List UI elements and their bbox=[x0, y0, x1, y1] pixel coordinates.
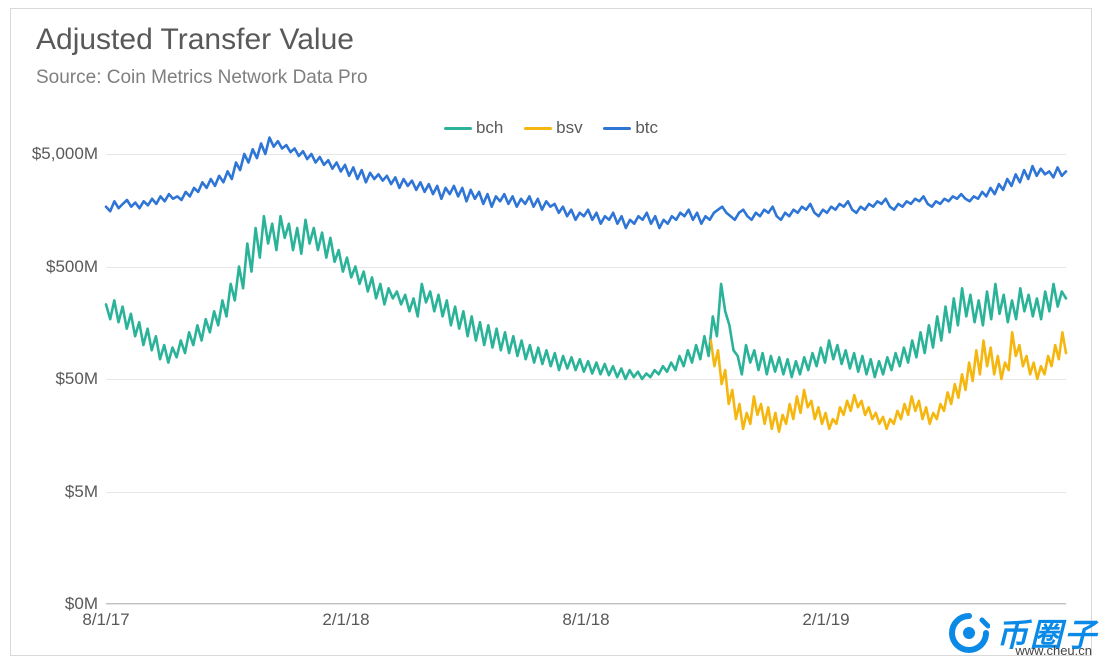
x-tick-label: 2/1/18 bbox=[322, 610, 369, 630]
gridline bbox=[106, 604, 1066, 605]
legend-swatch-bch bbox=[444, 127, 472, 131]
legend-label-bsv: bsv bbox=[556, 118, 582, 138]
series-bsv bbox=[711, 332, 1066, 431]
x-tick-label: 8/1/18 bbox=[562, 610, 609, 630]
x-tick-label: 2/1/19 bbox=[802, 610, 849, 630]
legend-label-bch: bch bbox=[476, 118, 503, 138]
chart-card: Adjusted Transfer Value Source: Coin Met… bbox=[10, 8, 1092, 656]
x-tick-label: 8/1/17 bbox=[82, 610, 129, 630]
chart-title: Adjusted Transfer Value bbox=[36, 23, 354, 57]
legend-item-btc: btc bbox=[603, 118, 658, 138]
plot-area: $0M$5M$50M$500M$5,000M 8/1/172/1/188/1/1… bbox=[106, 154, 1066, 604]
y-tick-label: $5,000M bbox=[0, 144, 98, 164]
legend-item-bch: bch bbox=[444, 118, 503, 138]
chart-subtitle: Source: Coin Metrics Network Data Pro bbox=[36, 67, 368, 89]
legend-swatch-bsv bbox=[524, 127, 552, 131]
series-bch bbox=[106, 216, 1066, 379]
legend-label-btc: btc bbox=[635, 118, 658, 138]
y-tick-label: $5M bbox=[0, 482, 98, 502]
series-btc bbox=[106, 138, 1066, 228]
y-tick-label: $500M bbox=[0, 257, 98, 277]
y-tick-label: $50M bbox=[0, 369, 98, 389]
legend-swatch-btc bbox=[603, 127, 631, 131]
line-svg bbox=[106, 154, 1066, 604]
chart-legend: bch bsv btc bbox=[11, 115, 1091, 138]
legend-item-bsv: bsv bbox=[524, 118, 582, 138]
